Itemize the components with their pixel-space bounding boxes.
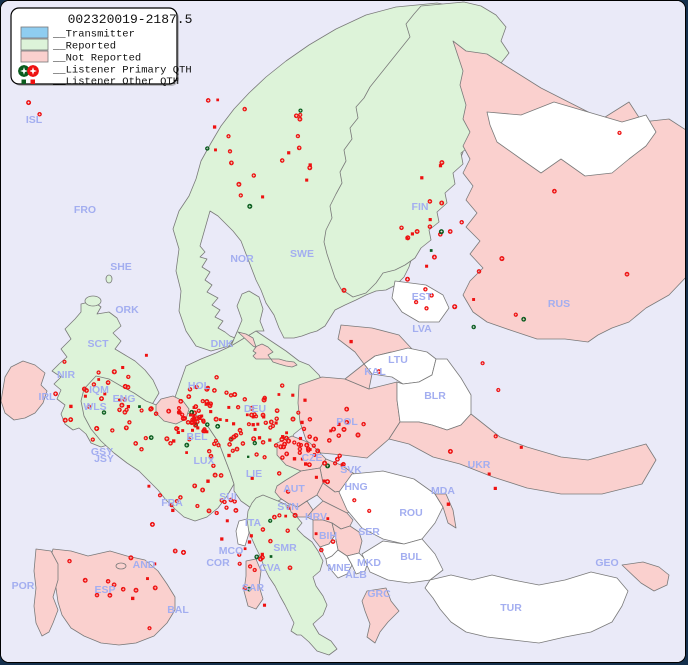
svg-text:FIN: FIN — [412, 201, 429, 213]
svg-text:CZE: CZE — [302, 452, 323, 464]
svg-text:__Reported: __Reported — [52, 40, 116, 52]
svg-text:WLS: WLS — [83, 401, 106, 413]
svg-text:HOL: HOL — [188, 380, 211, 392]
svg-text:NIR: NIR — [57, 369, 76, 381]
svg-text:BAL: BAL — [167, 604, 189, 616]
svg-text:FRO: FRO — [74, 204, 96, 216]
svg-text:__Listener Primary QTH: __Listener Primary QTH — [52, 64, 192, 76]
svg-text:BUL: BUL — [400, 551, 422, 563]
svg-text:AUT: AUT — [283, 483, 305, 495]
svg-text:BIH: BIH — [319, 530, 337, 542]
svg-text:MCO: MCO — [219, 545, 244, 557]
svg-text:KAL: KAL — [364, 366, 386, 378]
svg-text:HNG: HNG — [344, 481, 367, 493]
svg-text:DNK: DNK — [211, 338, 234, 350]
svg-text:BEL: BEL — [187, 431, 209, 443]
svg-text:RUS: RUS — [548, 298, 570, 310]
svg-text:SUI: SUI — [219, 491, 237, 503]
svg-text:LVA: LVA — [412, 323, 432, 335]
svg-text:COR: COR — [206, 557, 230, 569]
svg-text:ISL: ISL — [26, 114, 43, 126]
svg-text:IRL: IRL — [39, 391, 57, 403]
svg-text:BLR: BLR — [424, 390, 446, 402]
svg-text:DEU: DEU — [244, 403, 266, 415]
svg-text:SER: SER — [358, 526, 380, 538]
svg-text:002320019-2187.5: 002320019-2187.5 — [68, 12, 193, 27]
svg-text:__Not Reported: __Not Reported — [52, 52, 141, 64]
svg-text:MKD: MKD — [357, 557, 381, 569]
svg-text:ALB: ALB — [345, 569, 367, 581]
svg-text:SCT: SCT — [88, 338, 110, 350]
svg-text:LUX: LUX — [194, 455, 215, 467]
svg-text:ROU: ROU — [399, 507, 422, 519]
svg-text:TUR: TUR — [500, 602, 522, 614]
svg-text:LIE: LIE — [246, 468, 262, 480]
svg-text:LTU: LTU — [388, 354, 408, 366]
svg-text:GEO: GEO — [595, 557, 618, 569]
svg-text:SVK: SVK — [340, 464, 362, 476]
svg-text:IQM: IQM — [89, 384, 109, 396]
svg-text:__Listener Other QTH: __Listener Other QTH — [52, 76, 179, 88]
svg-text:CVA: CVA — [259, 562, 281, 574]
svg-text:MDA: MDA — [431, 485, 455, 497]
svg-text:SVN: SVN — [277, 501, 299, 513]
svg-text:ESP: ESP — [94, 584, 115, 596]
svg-text:SWE: SWE — [290, 248, 314, 260]
svg-text:UKR: UKR — [468, 459, 491, 471]
svg-text:SHE: SHE — [110, 261, 132, 273]
svg-text:__Transmitter: __Transmitter — [52, 28, 135, 40]
svg-text:EST: EST — [412, 291, 433, 303]
svg-text:SAR: SAR — [242, 582, 265, 594]
svg-text:JSY: JSY — [94, 453, 114, 465]
svg-text:FRA: FRA — [161, 497, 183, 509]
svg-text:SMR: SMR — [273, 542, 297, 554]
svg-text:HRV: HRV — [305, 511, 327, 523]
svg-text:ORK: ORK — [115, 304, 139, 316]
svg-text:POL: POL — [336, 416, 358, 428]
svg-text:POR: POR — [12, 580, 35, 592]
svg-text:AND: AND — [133, 559, 156, 571]
svg-text:NOR: NOR — [230, 253, 254, 265]
svg-text:ENG: ENG — [113, 393, 136, 405]
svg-text:ITA: ITA — [245, 517, 262, 529]
svg-text:GRC: GRC — [367, 588, 391, 600]
